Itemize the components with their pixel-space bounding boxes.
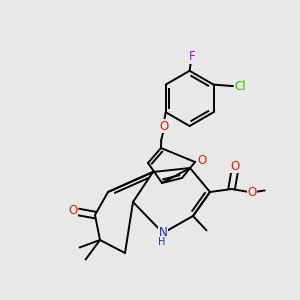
Text: Cl: Cl (235, 80, 246, 93)
Text: O: O (197, 154, 206, 167)
Text: F: F (189, 50, 195, 63)
Text: N: N (159, 226, 167, 239)
Text: O: O (231, 160, 240, 173)
Text: O: O (68, 204, 78, 217)
Text: O: O (248, 185, 256, 199)
Text: O: O (160, 119, 169, 133)
Text: H: H (158, 237, 165, 247)
